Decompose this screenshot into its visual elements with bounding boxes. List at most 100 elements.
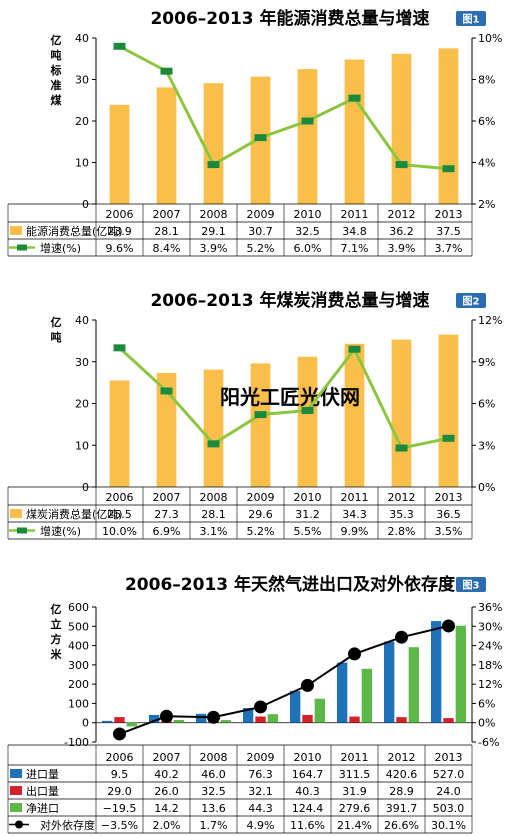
legend-marker <box>15 820 23 829</box>
data-label: 503.0 <box>433 802 465 815</box>
y-tick-label: 600 <box>68 601 89 614</box>
x-tick-label: 2006 <box>106 751 134 764</box>
figure-badge-label: 图2 <box>463 296 480 308</box>
line-point-2007 <box>160 387 173 395</box>
data-label: 35.3 <box>389 508 414 521</box>
bar-1-2009 <box>242 707 254 723</box>
line-point-2010 <box>301 117 314 125</box>
bar-1-2012 <box>391 339 412 487</box>
data-label: 3.9% <box>388 242 416 255</box>
x-tick-label: 2013 <box>435 491 463 504</box>
legend-label: 煤炭消费总量(亿吨) <box>26 507 123 521</box>
figure-badge <box>456 11 486 26</box>
data-label: 30.1% <box>431 819 466 832</box>
y-tick-label: 0 <box>82 717 89 730</box>
bar-1-2009 <box>250 363 271 487</box>
line-point-2013 <box>442 619 455 633</box>
data-label: 279.6 <box>339 802 371 815</box>
series-line <box>118 44 449 171</box>
data-label: 30.7 <box>248 225 273 238</box>
y-tick-label: 20 <box>75 115 89 128</box>
data-label: 14.2 <box>154 802 179 815</box>
legend-swatch <box>10 509 22 518</box>
y-tick-label: 100 <box>68 697 89 710</box>
line-point-2009 <box>254 134 267 142</box>
data-label: 28.1 <box>201 508 226 521</box>
bar-2-2009 <box>255 716 266 723</box>
bar-1-2013 <box>438 48 459 204</box>
bar-2-2010 <box>302 714 313 723</box>
figure-badge <box>456 577 486 592</box>
data-label: 29.0 <box>107 785 132 798</box>
y-tick-label: -100 <box>64 736 89 749</box>
data-label: 32.1 <box>248 785 273 798</box>
bar-1-2013 <box>430 621 442 723</box>
line-point-2013 <box>442 165 455 173</box>
y2-tick-label: 30% <box>478 620 502 633</box>
data-label: 3.7% <box>435 242 463 255</box>
y-tick-label: 20 <box>75 398 89 411</box>
x-tick-label: 2013 <box>435 208 463 221</box>
data-label: 13.6 <box>201 802 226 815</box>
x-tick-label: 2009 <box>247 208 275 221</box>
data-label: 3.5% <box>435 525 463 538</box>
bar-2-2011 <box>349 716 360 723</box>
y-tick-label: 0 <box>82 481 89 494</box>
data-label: 34.8 <box>342 225 367 238</box>
line-point-2010 <box>301 406 314 414</box>
y2-tick-label: 6% <box>478 398 495 411</box>
data-label: 31.9 <box>342 785 367 798</box>
bar-3-2013 <box>455 625 467 723</box>
series-line <box>118 346 449 450</box>
data-label: 40.3 <box>295 785 320 798</box>
data-label: 31.2 <box>295 508 320 521</box>
line-point-2006 <box>113 727 126 741</box>
y-tick-label: 40 <box>75 314 89 327</box>
data-label: 25.5 <box>107 508 132 521</box>
bar-3-2011 <box>361 668 373 723</box>
y-axis-label: 亿吨标准煤 <box>50 33 63 107</box>
bar-1-2006 <box>101 720 113 723</box>
bar-3-2010 <box>314 698 326 723</box>
y-tick-label: 10 <box>75 157 89 170</box>
x-tick-label: 2011 <box>341 751 369 764</box>
legend-label: 能源消费总量(亿吨) <box>26 224 123 238</box>
data-label: 44.3 <box>248 802 273 815</box>
x-tick-label: 2010 <box>294 491 322 504</box>
y2-tick-label: 36% <box>478 601 502 614</box>
y2-tick-label: 3% <box>478 439 495 452</box>
legend-swatch <box>10 769 22 778</box>
bar-1-2006 <box>109 380 130 487</box>
data-label: 527.0 <box>433 768 465 781</box>
legend-swatch <box>10 226 22 235</box>
data-label: 6.9% <box>153 525 181 538</box>
data-label: 9.9% <box>341 525 369 538</box>
line-point-2012 <box>395 630 408 644</box>
data-label: 2.8% <box>388 525 416 538</box>
y-tick-label: 300 <box>68 659 89 672</box>
x-tick-label: 2007 <box>153 751 181 764</box>
data-label: 76.3 <box>248 768 273 781</box>
line-point-2011 <box>348 345 361 353</box>
chart-title: 2006–2013 年能源消费总量与增速 <box>150 8 429 29</box>
legend-label: 出口量 <box>26 784 59 798</box>
y2-tick-label: -6% <box>478 736 499 749</box>
bar-1-2012 <box>383 641 395 723</box>
data-label: 21.4% <box>337 819 372 832</box>
bar-1-2007 <box>156 373 177 487</box>
figure-badge <box>456 293 486 308</box>
bar-1-2010 <box>297 69 318 204</box>
bar-1-2013 <box>438 334 459 487</box>
data-label: 32.5 <box>201 785 226 798</box>
x-tick-label: 2009 <box>247 751 275 764</box>
x-tick-label: 2010 <box>294 751 322 764</box>
line-point-2009 <box>254 700 267 714</box>
bar-2-2013 <box>443 718 454 723</box>
line-point-2011 <box>348 94 361 102</box>
line-point-2012 <box>395 444 408 452</box>
data-label: 4.9% <box>247 819 275 832</box>
data-label: 11.6% <box>290 819 325 832</box>
line-point-2013 <box>442 434 455 442</box>
legend-marker <box>17 527 27 534</box>
